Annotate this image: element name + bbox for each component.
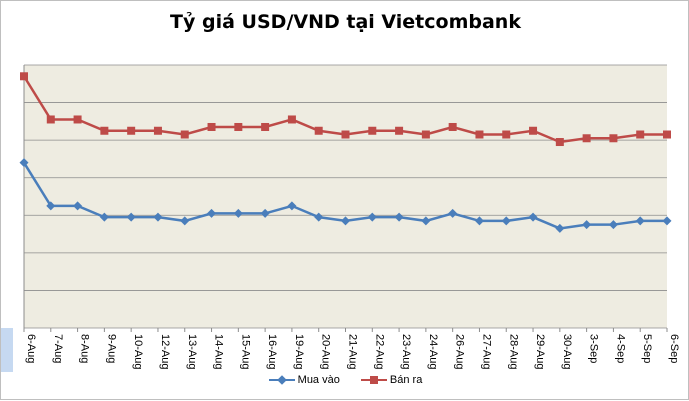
legend-item-mua-vao: Mua vào <box>268 374 340 387</box>
x-tick-label: 10-Aug <box>132 334 144 369</box>
data-point <box>448 208 458 218</box>
legend-label-mua-vao: Mua vào <box>297 374 340 387</box>
x-tick-label: 16-Aug <box>266 334 278 369</box>
x-tick-label: 14-Aug <box>213 334 225 369</box>
x-tick-label: 24-Aug <box>427 334 439 369</box>
data-point <box>73 201 83 211</box>
data-point <box>46 115 55 124</box>
data-point <box>368 126 377 135</box>
data-point <box>73 115 82 124</box>
x-tick-label: 13-Aug <box>186 334 198 369</box>
x-tick-label: 7-Aug <box>52 334 64 363</box>
data-point <box>207 208 217 218</box>
x-tick-label: 15-Aug <box>239 334 251 369</box>
x-tick-label: 3-Sep <box>588 334 600 363</box>
legend-label-ban-ra: Bán ra <box>389 374 423 387</box>
data-point <box>153 126 162 135</box>
data-point <box>394 212 404 222</box>
x-tick-label: 20-Aug <box>320 334 332 369</box>
x-tick-label: 29-Aug <box>534 334 546 369</box>
x-tick-label: 26-Aug <box>454 334 466 369</box>
data-point <box>100 126 109 135</box>
data-point <box>233 208 243 218</box>
data-point <box>474 216 484 226</box>
data-point <box>287 201 297 211</box>
data-point <box>234 122 243 131</box>
data-point <box>99 212 109 222</box>
data-point <box>421 216 431 226</box>
data-point <box>636 130 645 139</box>
data-point <box>582 220 592 230</box>
x-tick-label: 8-Aug <box>79 334 91 363</box>
x-tick-label: 6-Aug <box>25 334 37 363</box>
legend-swatch-mua-vao <box>268 375 295 385</box>
data-point <box>529 126 538 135</box>
plot-background <box>24 65 667 328</box>
data-point <box>555 223 565 233</box>
data-point <box>314 212 324 222</box>
data-point <box>555 138 564 147</box>
data-point <box>635 216 645 226</box>
data-point <box>609 134 618 143</box>
x-tick-label: 23-Aug <box>400 334 412 369</box>
axis-label-band <box>1 328 13 372</box>
data-point <box>341 216 350 226</box>
data-point <box>448 122 457 131</box>
data-point <box>180 130 189 139</box>
x-tick-label: 28-Aug <box>507 334 519 369</box>
data-point <box>501 216 511 226</box>
data-point <box>127 126 136 135</box>
x-tick-label: 27-Aug <box>480 334 492 369</box>
data-point <box>528 212 538 222</box>
data-point <box>314 126 323 135</box>
legend: Mua vào Bán ra <box>1 374 689 386</box>
data-point <box>126 212 136 222</box>
data-point <box>180 216 190 226</box>
data-point <box>287 115 296 124</box>
legend-swatch-ban-ra <box>360 376 387 385</box>
data-point <box>261 122 270 131</box>
x-tick-label: 12-Aug <box>159 334 171 369</box>
x-tick-label: 6-Sep <box>668 334 680 363</box>
data-point <box>502 130 511 139</box>
x-tick-label: 30-Aug <box>561 334 573 369</box>
data-point <box>19 158 29 168</box>
x-tick-label: 22-Aug <box>373 334 385 369</box>
data-point <box>153 212 163 222</box>
chart-title: Tỷ giá USD/VND tại Vietcombank <box>170 11 521 33</box>
x-tick-label: 9-Aug <box>105 334 117 363</box>
data-point <box>608 220 618 230</box>
x-tick-label: 19-Aug <box>293 334 305 369</box>
data-point <box>367 212 377 222</box>
data-point <box>662 216 672 226</box>
data-point <box>582 134 591 143</box>
data-point <box>260 208 270 218</box>
data-point <box>341 130 350 139</box>
data-point <box>46 201 56 211</box>
x-tick-label: 4-Sep <box>614 334 626 363</box>
data-point <box>475 130 484 139</box>
data-point <box>207 122 216 131</box>
x-tick-label: 5-Sep <box>641 334 653 363</box>
data-point <box>20 72 28 81</box>
data-point <box>663 130 671 139</box>
x-tick-label: 21-Aug <box>347 334 359 369</box>
legend-item-ban-ra: Bán ra <box>360 374 423 387</box>
data-point <box>421 130 430 139</box>
data-point <box>395 126 404 135</box>
